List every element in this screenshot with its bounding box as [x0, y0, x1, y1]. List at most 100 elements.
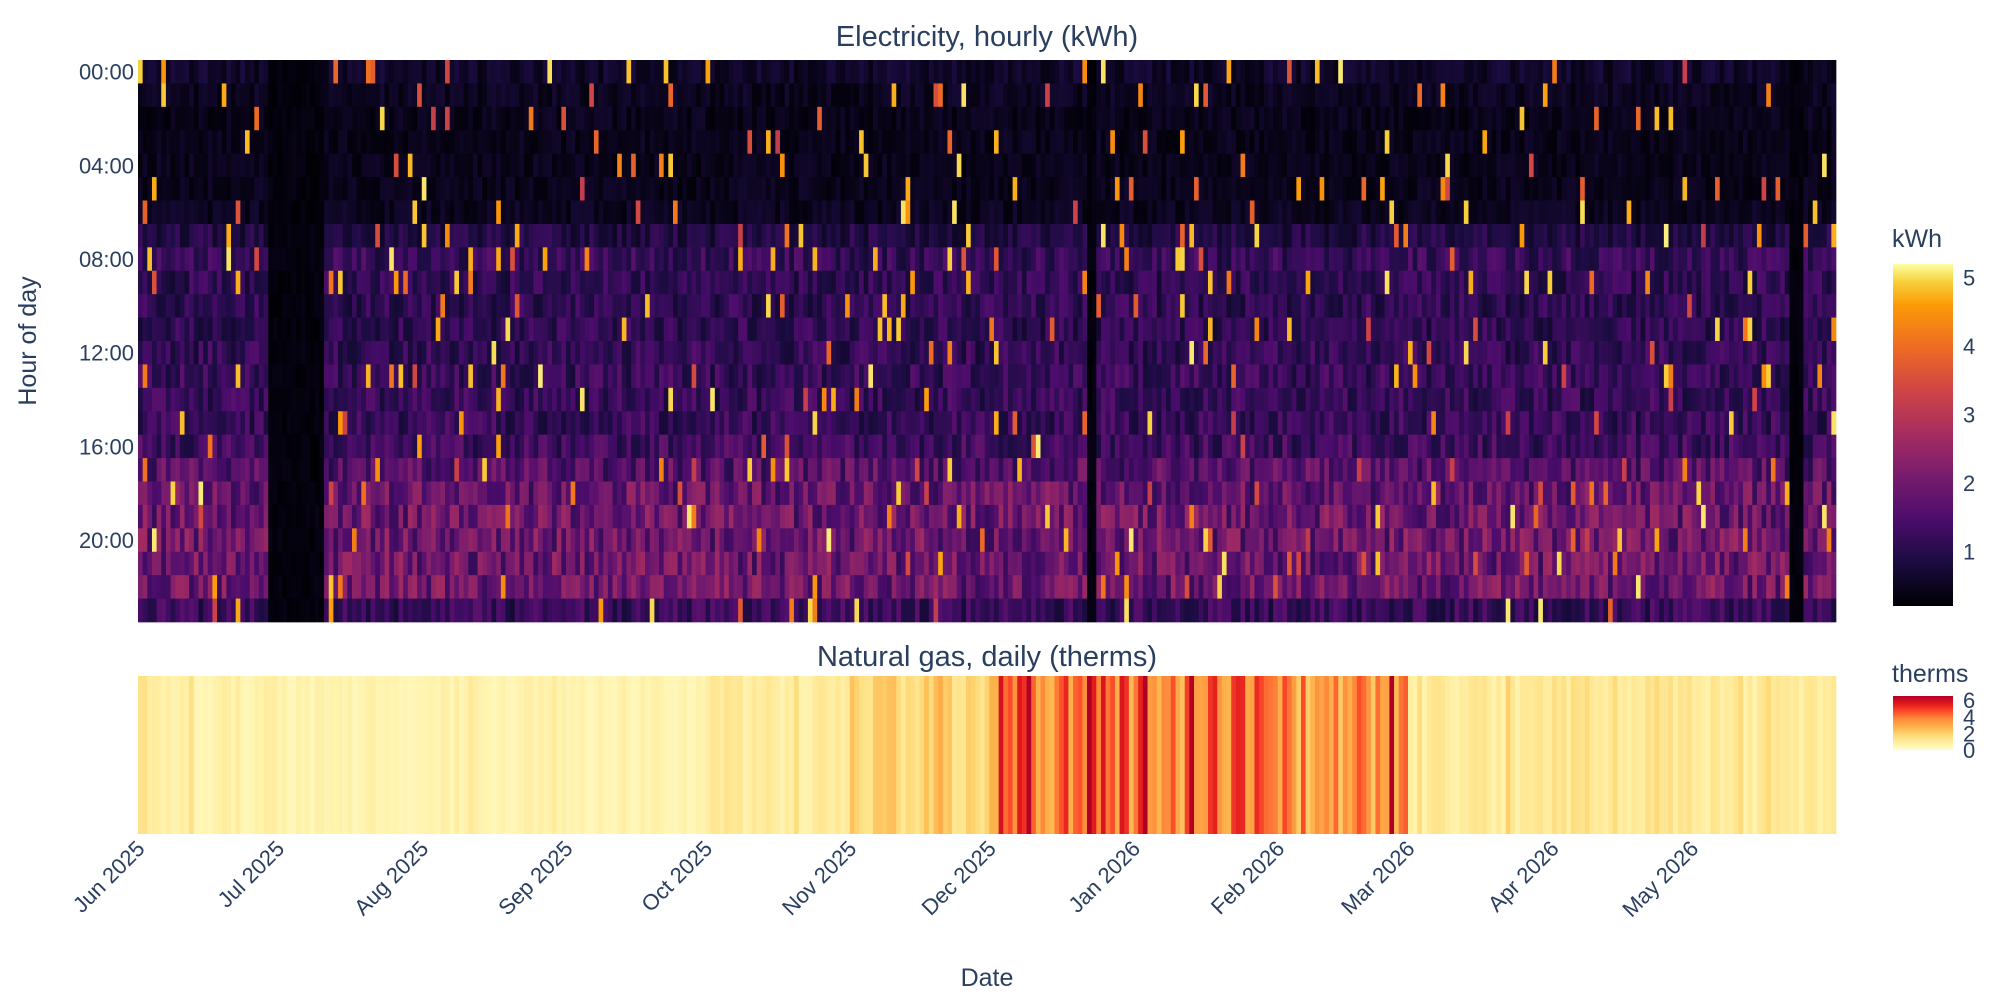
electricity-cell [775, 106, 781, 131]
electricity-cell [966, 387, 972, 412]
electricity-cell [519, 200, 525, 225]
electricity-cell [700, 481, 706, 506]
electricity-cell [770, 434, 776, 459]
electricity-cell [310, 528, 316, 553]
electricity-cell [700, 528, 706, 553]
electricity-cell [700, 341, 706, 365]
electricity-cell [835, 364, 841, 389]
electricity-cell [728, 411, 734, 436]
electricity-cell [835, 481, 841, 506]
electricity-cell [561, 106, 567, 131]
electricity-cell [835, 551, 841, 576]
electricity-cell [440, 60, 446, 84]
electricity-cell [370, 598, 376, 623]
electricity-cell [258, 504, 264, 529]
electricity-cell [970, 177, 976, 201]
electricity-cell [714, 200, 720, 225]
electricity-cell [793, 83, 799, 108]
electricity-cell [752, 458, 758, 482]
electricity-cell [1096, 481, 1102, 506]
electricity-cell [1054, 504, 1060, 529]
electricity-cell [575, 598, 581, 623]
electricity-cell [207, 551, 213, 576]
electricity-cell [156, 294, 162, 318]
electricity-cell [631, 153, 637, 178]
electricity-cell [254, 177, 260, 201]
electricity-cell [514, 153, 520, 178]
electricity-cell [1007, 294, 1013, 318]
electricity-cell [919, 575, 925, 599]
electricity-cell [538, 270, 544, 295]
electricity-cell [361, 598, 367, 623]
electricity-cell [924, 598, 930, 623]
electricity-cell [617, 270, 623, 295]
electricity-cell [1073, 83, 1079, 108]
electricity-cell [1007, 200, 1013, 225]
electricity-cell [984, 83, 990, 108]
electricity-cell [635, 504, 641, 529]
electricity-cell [458, 598, 464, 623]
electricity-cell [565, 294, 571, 318]
electricity-cell [775, 411, 781, 436]
electricity-cell [663, 364, 669, 389]
electricity-cell [584, 364, 590, 389]
electricity-cell [891, 130, 897, 155]
electricity-cell [533, 481, 539, 506]
electricity-cell [877, 528, 883, 553]
electricity-cell [1073, 598, 1079, 623]
electricity-cell [961, 411, 967, 436]
electricity-cell [617, 387, 623, 412]
electricity-cell [626, 223, 632, 248]
electricity-cell [491, 598, 497, 623]
electricity-cell [803, 270, 809, 295]
electricity-cell [175, 528, 181, 553]
electricity-cell [905, 106, 911, 131]
electricity-cell [873, 200, 879, 225]
electricity-cell [928, 598, 934, 623]
electricity-cell [980, 177, 986, 201]
electricity-cell [361, 481, 367, 506]
electricity-cell [254, 458, 260, 482]
electricity-cell [375, 481, 381, 506]
electricity-cell [1045, 411, 1051, 436]
electricity-cell [621, 575, 627, 599]
electricity-cell [379, 341, 385, 365]
electricity-cell [491, 270, 497, 295]
electricity-cell [910, 270, 916, 295]
electricity-cell [375, 458, 381, 482]
electricity-cell [445, 106, 451, 131]
electricity-cell [807, 247, 813, 272]
electricity-cell [1007, 504, 1013, 529]
electricity-cell [175, 387, 181, 412]
electricity-cell [631, 177, 637, 201]
electricity-cell [714, 387, 720, 412]
electricity-cell [338, 528, 344, 553]
electricity-cell [570, 434, 576, 459]
electricity-cell [910, 364, 916, 389]
electricity-cell [524, 83, 530, 108]
electricity-cell [338, 223, 344, 248]
electricity-cell [212, 458, 218, 482]
electricity-cell [593, 317, 599, 342]
electricity-cell [170, 270, 176, 295]
electricity-cell [598, 83, 604, 108]
electricity-cell [138, 458, 143, 482]
electricity-cell [854, 551, 860, 576]
electricity-cell [221, 434, 227, 459]
electricity-cell [524, 458, 530, 482]
electricity-cell [333, 200, 339, 225]
electricity-cell [440, 458, 446, 482]
electricity-cell [1026, 270, 1032, 295]
electricity-cell [756, 504, 762, 529]
electricity-cell [807, 341, 813, 365]
electricity-cell [249, 317, 255, 342]
electricity-cell [766, 106, 772, 131]
electricity-cell [565, 387, 571, 412]
electricity-cell [207, 341, 213, 365]
electricity-cell [449, 598, 455, 623]
electricity-cell [384, 551, 390, 576]
electricity-cell [803, 598, 809, 623]
electricity-cell [440, 387, 446, 412]
electricity-cell [449, 364, 455, 389]
electricity-cell [440, 317, 446, 342]
